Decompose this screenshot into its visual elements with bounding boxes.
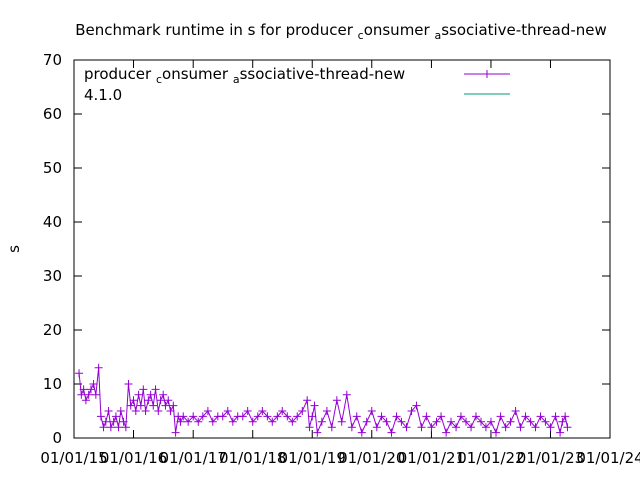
y-tick-label: 0 [52, 429, 62, 447]
y-tick-label: 30 [43, 267, 62, 285]
x-tick-label: 01/01/19 [279, 449, 346, 467]
x-tick-label: 01/01/20 [338, 449, 405, 467]
y-tick-label: 10 [43, 375, 62, 393]
title-text: Benchmark runtime in s for producer cons… [75, 21, 607, 42]
legend-label-series-1-part: a [233, 73, 240, 86]
legend-label-series-2: 4.1.0 [84, 86, 122, 104]
x-tick-labels: 01/01/1501/01/1601/01/1701/01/1801/01/19… [40, 449, 640, 467]
title-text-part: Benchmark runtime in s for producer [75, 21, 357, 39]
data-points [75, 363, 572, 437]
title-text-part: onsumer [364, 21, 435, 39]
x-tick-label: 01/01/16 [100, 449, 167, 467]
chart-title: Benchmark runtime in s for producer cons… [75, 21, 607, 42]
legend-label-series-1-part: c [156, 73, 162, 86]
y-tick-labels: 0 10 20 30 40 50 60 70 [43, 51, 62, 447]
x-tick-label: 01/01/22 [457, 449, 524, 467]
x-tick-label: 01/01/24 [576, 449, 640, 467]
plot-axes [73, 59, 611, 439]
x-tick-label: 01/01/15 [40, 449, 107, 467]
title-text-part: a [434, 29, 441, 42]
series-line [78, 367, 568, 435]
title-text-part: c [358, 29, 364, 42]
y-tick-label: 20 [43, 321, 62, 339]
y-tick-label: 60 [43, 105, 62, 123]
y-axis-label: s [5, 245, 23, 253]
y-axis-label-group: s [5, 245, 23, 253]
legend-label-series-1: producer consumer associative-thread-new [84, 65, 405, 86]
x-tick-label: 01/01/21 [398, 449, 465, 467]
x-tick-label: 01/01/23 [517, 449, 584, 467]
data-point-marker [563, 423, 572, 432]
x-tick-label: 01/01/17 [160, 449, 227, 467]
title-text-part: ssociative-thread-new [441, 21, 607, 39]
legend-label-series-1-part: ssociative-thread-new [240, 65, 406, 83]
legend-label-series-1-part: producer [84, 65, 156, 83]
y-tick-label: 70 [43, 51, 62, 69]
legend-marker-series-1 [483, 70, 491, 78]
x-tick-label: 01/01/18 [219, 449, 286, 467]
legend-label-series-1-part: onsumer [162, 65, 233, 83]
chart-legend: producer consumer associative-thread-new… [84, 65, 510, 104]
y-tick-label: 50 [43, 159, 62, 177]
plot-frame [73, 59, 611, 439]
y-tick-label: 40 [43, 213, 62, 231]
